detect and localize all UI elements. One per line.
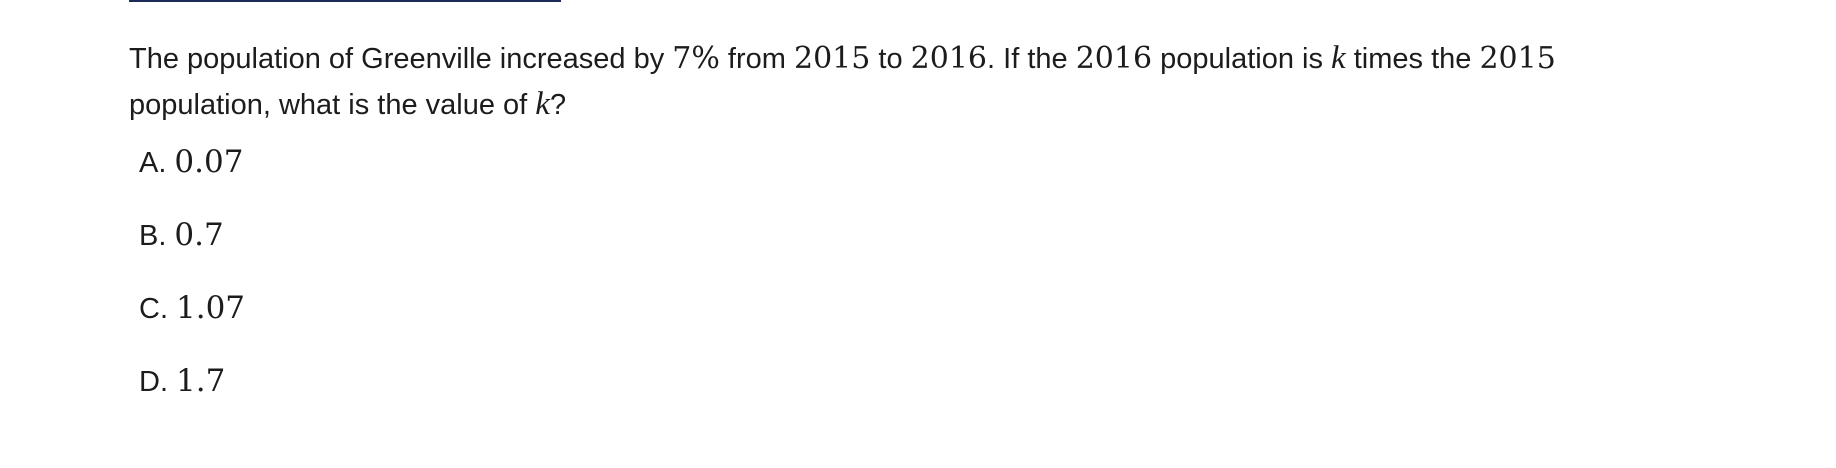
math-year: 2015 <box>1479 41 1555 76</box>
choice-value: 0.07 <box>174 144 243 180</box>
choice-c[interactable]: C. 1.07 <box>139 290 245 363</box>
choice-d[interactable]: D. 1.7 <box>139 363 245 436</box>
question-text: The population of Greenville increased b… <box>129 36 1689 128</box>
math-variable-k: k <box>1331 40 1346 76</box>
question-text-part: . If the <box>987 43 1076 75</box>
question-text-part: to <box>870 43 910 75</box>
math-year: 2015 <box>794 41 870 76</box>
question-text-part: from <box>720 43 794 75</box>
math-variable-k: k <box>535 86 550 122</box>
question-text-part: population, what is the value of <box>129 89 535 121</box>
math-year: 2016 <box>911 41 987 76</box>
question-text-part: The population of Greenville increased b… <box>129 43 672 75</box>
question-text-part: ? <box>550 89 566 121</box>
choice-a[interactable]: A. 0.07 <box>139 144 245 217</box>
choice-value: 0.7 <box>174 217 223 253</box>
choice-value: 1.7 <box>176 363 225 399</box>
math-year: 2016 <box>1076 41 1152 76</box>
top-divider <box>129 0 561 2</box>
choice-letter: A. <box>139 147 166 180</box>
choice-value: 1.07 <box>176 290 245 326</box>
answer-choices: A. 0.07 B. 0.7 C. 1.07 D. 1.7 <box>139 144 245 436</box>
choice-letter: B. <box>139 220 166 253</box>
question-text-part: population is <box>1152 43 1331 75</box>
choice-letter: D. <box>139 366 168 399</box>
choice-b[interactable]: B. 0.7 <box>139 217 245 290</box>
math-percent: 7% <box>672 41 720 76</box>
question-text-part: times the <box>1346 43 1480 75</box>
choice-letter: C. <box>139 293 168 326</box>
